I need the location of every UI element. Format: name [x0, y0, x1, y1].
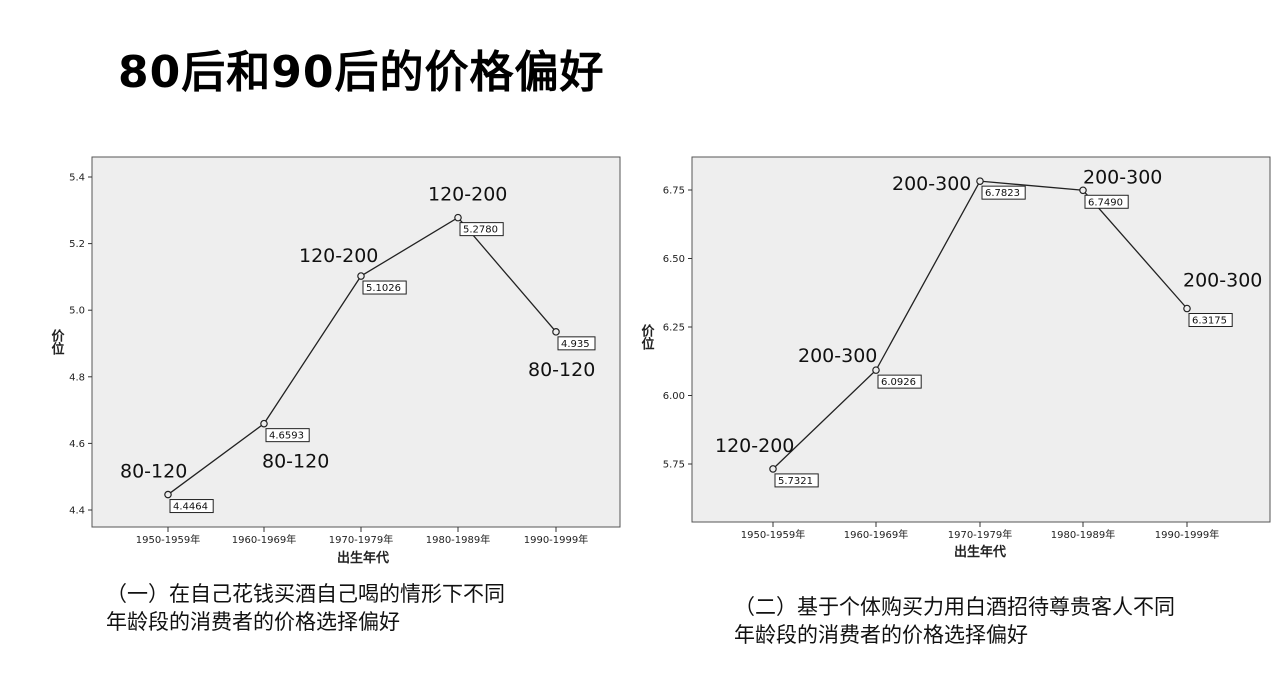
data-point — [357, 272, 365, 280]
y-tick-label: 6.25 — [663, 323, 685, 334]
data-label: 4.6593 — [269, 431, 304, 442]
y-tick-label: 4.4 — [69, 506, 85, 517]
data-label: 6.0926 — [881, 377, 916, 388]
price-range-annotation: 80-120 — [120, 461, 187, 483]
data-point — [260, 419, 268, 428]
data-label: 5.2780 — [463, 225, 498, 236]
y-tick-label: 4.8 — [69, 372, 85, 383]
y-tick-label: 4.6 — [69, 439, 85, 450]
data-point — [552, 328, 560, 336]
data-label-box — [265, 428, 310, 443]
data-point — [769, 465, 777, 473]
price-range-annotation: 200-300 — [892, 173, 971, 195]
price-range-annotation: 120-200 — [428, 184, 507, 206]
y-tick-label: 5.4 — [69, 173, 85, 184]
data-label: 5.7321 — [778, 476, 813, 487]
data-label: 6.7823 — [985, 188, 1020, 199]
data-point — [164, 490, 172, 499]
data-label-box — [459, 222, 504, 237]
price-range-annotation: 80-120 — [528, 359, 595, 381]
y-tick-label: 5.75 — [663, 460, 685, 471]
data-label-box — [557, 336, 596, 351]
x-axis-title: 出生年代 — [954, 544, 1006, 560]
x-tick-label: 1950-1959年 — [741, 528, 806, 541]
y-tick-label: 6.00 — [663, 391, 685, 402]
data-label: 5.1026 — [366, 283, 401, 294]
x-tick-label: 1980-1989年 — [1051, 528, 1116, 541]
data-label-box — [877, 374, 922, 389]
price-range-annotation: 120-200 — [299, 245, 378, 267]
data-point — [454, 213, 462, 222]
y-axis-title: 价位 — [639, 324, 655, 351]
data-label-box — [362, 280, 407, 295]
data-label-box — [169, 499, 214, 514]
price-range-annotation: 120-200 — [715, 435, 794, 457]
x-tick-label: 1960-1969年 — [232, 533, 297, 546]
y-axis-title: 价位 — [49, 329, 65, 356]
x-tick-label: 1970-1979年 — [329, 533, 394, 546]
y-tick-label: 5.0 — [69, 306, 85, 317]
data-label-box — [1188, 313, 1233, 328]
price-range-annotation: 200-300 — [1083, 166, 1162, 188]
x-tick-label: 1990-1999年 — [524, 533, 589, 546]
plot-area — [91, 156, 621, 528]
data-label-box — [1084, 194, 1129, 209]
x-tick-label: 1990-1999年 — [1155, 528, 1220, 541]
data-label: 4.4464 — [173, 502, 208, 513]
data-point — [1079, 186, 1087, 195]
price-range-annotation: 200-300 — [1183, 270, 1262, 292]
x-tick-label: 1950-1959年 — [136, 533, 201, 546]
caption-left: （一）在自己花钱买酒自己喝的情形下不同 年龄段的消费者的价格选择偏好 — [106, 582, 505, 634]
data-point — [872, 366, 880, 374]
price-range-annotation: 200-300 — [798, 345, 877, 367]
y-tick-label: 6.50 — [663, 254, 685, 265]
page-title: 80后和90后的价格偏好 — [118, 47, 605, 98]
y-tick-label: 6.75 — [663, 186, 685, 197]
data-label: 4.935 — [561, 339, 590, 350]
data-point — [1183, 304, 1191, 313]
data-label: 6.7490 — [1088, 197, 1123, 208]
plot-area — [691, 156, 1271, 523]
caption-right: （二）基于个体购买力用白酒招待尊贵客人不同 年龄段的消费者的价格选择偏好 — [734, 595, 1175, 647]
data-label-box — [981, 185, 1026, 200]
x-tick-label: 1960-1969年 — [844, 528, 909, 541]
x-tick-label: 1980-1989年 — [426, 533, 491, 546]
x-axis-title: 出生年代 — [337, 550, 389, 566]
data-label-box — [774, 473, 819, 488]
x-tick-label: 1970-1979年 — [948, 528, 1013, 541]
data-label: 6.3175 — [1192, 316, 1227, 327]
data-point — [976, 177, 984, 185]
y-tick-label: 5.2 — [69, 239, 85, 250]
price-range-annotation: 80-120 — [262, 451, 329, 473]
